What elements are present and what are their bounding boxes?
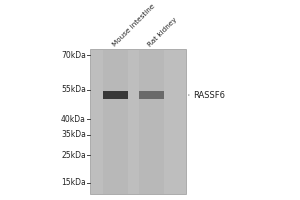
- Text: 15kDa: 15kDa: [61, 178, 86, 187]
- Text: 70kDa: 70kDa: [61, 51, 86, 60]
- Text: Rat kidney: Rat kidney: [147, 16, 179, 48]
- Bar: [139, 49, 164, 194]
- Text: 25kDa: 25kDa: [61, 151, 86, 160]
- Bar: [90, 49, 186, 194]
- Text: 40kDa: 40kDa: [61, 115, 86, 124]
- Text: 35kDa: 35kDa: [61, 130, 86, 139]
- Text: RASSF6: RASSF6: [193, 91, 225, 100]
- Bar: [103, 49, 128, 194]
- Bar: [139, 91, 164, 99]
- Text: 55kDa: 55kDa: [61, 85, 86, 94]
- Text: Mouse intestine: Mouse intestine: [111, 3, 156, 48]
- Bar: [103, 91, 128, 99]
